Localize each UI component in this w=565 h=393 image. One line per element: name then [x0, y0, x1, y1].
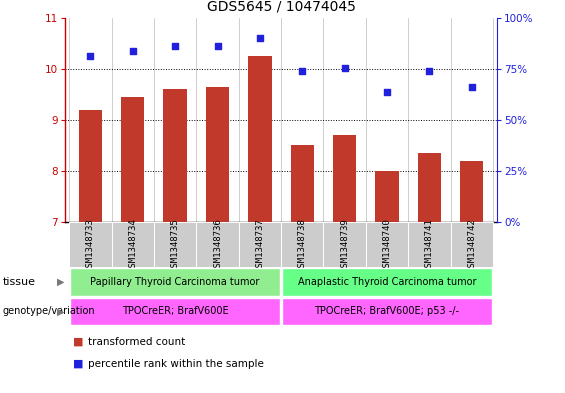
Point: [128, 48, 137, 54]
Text: Papillary Thyroid Carcinoma tumor: Papillary Thyroid Carcinoma tumor: [90, 277, 260, 287]
FancyBboxPatch shape: [366, 222, 408, 267]
Point: [425, 68, 434, 74]
Text: GSM1348740: GSM1348740: [383, 218, 392, 272]
FancyBboxPatch shape: [70, 298, 280, 325]
Text: ▶: ▶: [57, 307, 65, 316]
Bar: [248, 56, 272, 222]
FancyBboxPatch shape: [70, 268, 280, 296]
Bar: [418, 153, 441, 222]
Point: [171, 42, 180, 49]
Text: TPOCreER; BrafV600E; p53 -/-: TPOCreER; BrafV600E; p53 -/-: [315, 307, 459, 316]
Bar: [290, 145, 314, 222]
Bar: [79, 110, 102, 222]
FancyBboxPatch shape: [282, 268, 492, 296]
Text: percentile rank within the sample: percentile rank within the sample: [88, 358, 263, 369]
Text: transformed count: transformed count: [88, 337, 185, 347]
Point: [86, 53, 95, 59]
Text: ■: ■: [73, 337, 84, 347]
Text: ▶: ▶: [57, 277, 65, 287]
Text: tissue: tissue: [3, 277, 36, 287]
Point: [213, 42, 222, 49]
Text: TPOCreER; BrafV600E: TPOCreER; BrafV600E: [122, 307, 228, 316]
Text: GSM1348733: GSM1348733: [86, 218, 95, 272]
Text: GSM1348741: GSM1348741: [425, 218, 434, 272]
Title: GDS5645 / 10474045: GDS5645 / 10474045: [207, 0, 355, 14]
Text: Anaplastic Thyroid Carcinoma tumor: Anaplastic Thyroid Carcinoma tumor: [298, 277, 476, 287]
Text: GSM1348739: GSM1348739: [340, 218, 349, 272]
FancyBboxPatch shape: [282, 298, 492, 325]
Text: GSM1348736: GSM1348736: [213, 218, 222, 272]
Bar: [333, 135, 357, 222]
Text: GSM1348734: GSM1348734: [128, 218, 137, 272]
Text: genotype/variation: genotype/variation: [3, 307, 95, 316]
Point: [255, 35, 264, 41]
Text: ■: ■: [73, 358, 84, 369]
Bar: [121, 97, 145, 222]
Point: [467, 83, 476, 90]
Point: [383, 88, 392, 95]
Bar: [460, 161, 484, 222]
Bar: [206, 86, 229, 222]
FancyBboxPatch shape: [238, 222, 281, 267]
FancyBboxPatch shape: [112, 222, 154, 267]
FancyBboxPatch shape: [323, 222, 366, 267]
FancyBboxPatch shape: [408, 222, 451, 267]
Bar: [163, 89, 187, 222]
Bar: [375, 171, 399, 222]
FancyBboxPatch shape: [69, 222, 112, 267]
Text: GSM1348742: GSM1348742: [467, 218, 476, 272]
FancyBboxPatch shape: [154, 222, 197, 267]
Text: GSM1348738: GSM1348738: [298, 218, 307, 272]
Point: [340, 64, 349, 71]
Text: GSM1348737: GSM1348737: [255, 218, 264, 272]
Point: [298, 68, 307, 74]
FancyBboxPatch shape: [197, 222, 238, 267]
FancyBboxPatch shape: [451, 222, 493, 267]
FancyBboxPatch shape: [281, 222, 323, 267]
Text: GSM1348735: GSM1348735: [171, 218, 180, 272]
